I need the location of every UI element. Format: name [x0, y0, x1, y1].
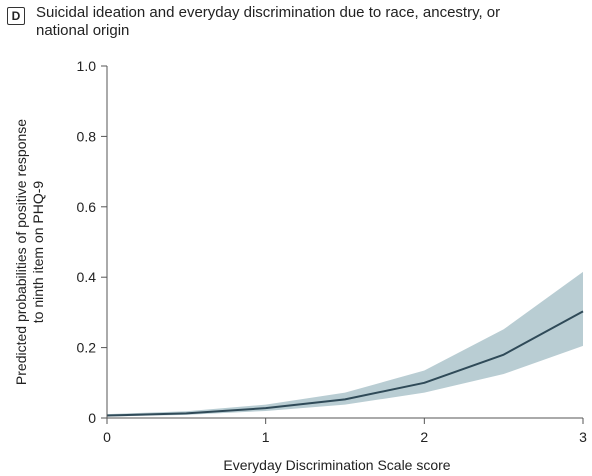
- confidence-band: [107, 271, 583, 417]
- y-axis-label-line: to ninth item on PHQ-9: [30, 181, 46, 324]
- y-tick-label: 0: [88, 410, 96, 426]
- x-tick-label: 2: [420, 429, 428, 445]
- chart-title: Suicidal ideation and everyday discrimin…: [36, 4, 501, 39]
- y-tick-label: 1.0: [77, 58, 97, 74]
- x-tick-label: 1: [262, 429, 270, 445]
- x-tick-label: 0: [103, 429, 111, 445]
- y-axis-label-line: Predicted probabilities of positive resp…: [13, 119, 29, 385]
- y-tick-label: 0.2: [77, 340, 97, 356]
- x-axis-label: Everyday Discrimination Scale score: [223, 457, 450, 473]
- y-axis-label: Predicted probabilities of positive resp…: [13, 119, 46, 385]
- predicted-probability-line: [106, 310, 584, 417]
- y-tick-label: 0.6: [77, 199, 97, 215]
- x-tick-label: 3: [579, 429, 587, 445]
- y-tick-label: 0.4: [77, 269, 97, 285]
- y-tick-label: 0.8: [77, 128, 97, 144]
- panel-letter-badge: D: [7, 7, 25, 25]
